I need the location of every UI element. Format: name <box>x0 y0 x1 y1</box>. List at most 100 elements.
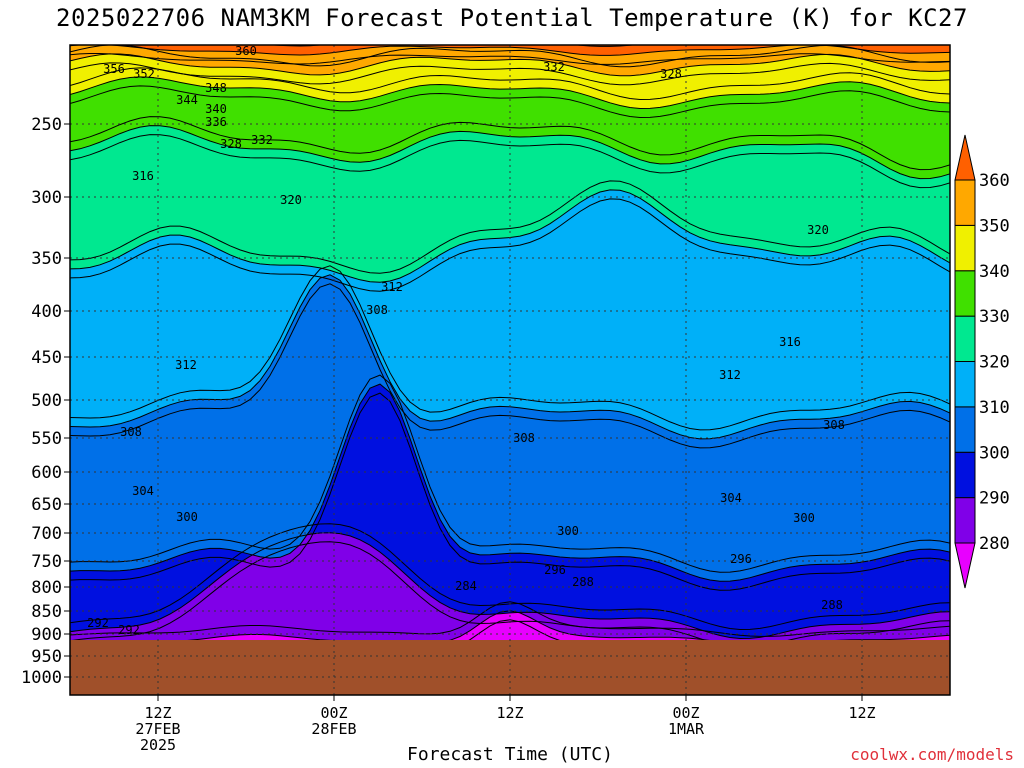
x-tick-label: 28FEB <box>311 720 356 738</box>
isentrope-line <box>70 116 950 171</box>
y-axis-ticks: 250 300 350 400 450 500 550 600 650 700 750 800 850 9… <box>21 115 70 688</box>
isentrope-line <box>70 283 950 449</box>
colorbar-tick-label: 350 <box>979 216 1010 236</box>
isentrope-line <box>70 134 950 189</box>
contour-label: 288 <box>572 575 594 589</box>
y-tick-label: 250 <box>31 115 62 135</box>
colorbar-tick-label: 290 <box>979 489 1010 509</box>
contour-label: 296 <box>730 552 752 566</box>
grid-lines <box>70 45 950 695</box>
contour-label: 304 <box>132 484 154 498</box>
y-tick-label: 450 <box>31 348 62 368</box>
colorbar-tick-label: 340 <box>979 262 1010 282</box>
contour-label: 308 <box>513 431 535 445</box>
contour-label: 336 <box>205 115 227 129</box>
contour-label: 284 <box>455 579 477 593</box>
x-tick-label: 1MAR <box>668 720 705 738</box>
isentrope-line <box>70 53 950 77</box>
isentrope-line <box>70 180 950 274</box>
isentrope-line <box>70 383 950 582</box>
contour-label: 320 <box>280 193 302 207</box>
isentrope-line <box>70 53 950 65</box>
contour-label: 332 <box>543 60 565 74</box>
colorbar-band <box>954 179 976 226</box>
contour-label: 352 <box>133 67 155 81</box>
colorbar-band <box>954 406 976 453</box>
colorbar-bottom-arrow <box>954 542 976 589</box>
colorbar-band <box>954 270 976 317</box>
colorbar: 280 290 300 310 320 330 340 350 360 <box>954 134 1010 589</box>
contour-label: 348 <box>205 81 227 95</box>
contour-label: 308 <box>120 425 142 439</box>
contour-label: 304 <box>720 491 742 505</box>
contour-label: 312 <box>381 280 403 294</box>
colorbar-tick-label: 310 <box>979 398 1010 418</box>
y-tick-label: 600 <box>31 463 62 483</box>
contour-label: 356 <box>103 62 125 76</box>
x-tick-label: 12Z <box>848 704 875 722</box>
contour-label: 360 <box>235 44 257 58</box>
contour-label: 300 <box>176 510 198 524</box>
ground-below-surface <box>70 640 950 695</box>
colorbar-top-arrow <box>954 134 976 181</box>
contour-label: 288 <box>821 598 843 612</box>
y-tick-label: 550 <box>31 429 62 449</box>
colorbar-tick-label: 330 <box>979 307 1010 327</box>
isentrope-line <box>70 532 950 640</box>
band-9 <box>70 45 950 56</box>
y-tick-label: 950 <box>31 647 62 667</box>
y-tick-label: 500 <box>31 391 62 411</box>
contour-label: 328 <box>220 137 242 151</box>
isentrope-line <box>70 45 950 56</box>
y-tick-label: 1000 <box>21 668 62 688</box>
colorbar-band <box>954 497 976 544</box>
y-tick-label: 350 <box>31 249 62 269</box>
x-tick-label: 00Z <box>672 704 699 722</box>
contour-label: 308 <box>366 303 388 317</box>
isentrope-line <box>70 62 950 86</box>
isentrope-line <box>70 85 950 119</box>
colorbar-tick-label: 360 <box>979 171 1010 191</box>
contour-label: 340 <box>205 102 227 116</box>
x-tick-label: 2025 <box>140 736 176 754</box>
contour-label: 308 <box>823 418 845 432</box>
x-tick-label: 12Z <box>144 704 171 722</box>
x-tick-label: 00Z <box>320 704 347 722</box>
colorbar-tick-label: 320 <box>979 353 1010 373</box>
colorbar-tick-label: 280 <box>979 534 1010 554</box>
x-tick-label: 12Z <box>496 704 523 722</box>
contour-label: 292 <box>118 623 140 637</box>
contour-label: 300 <box>557 524 579 538</box>
x-axis-label: Forecast Time (UTC) <box>407 744 613 765</box>
isentrope-line <box>70 67 950 101</box>
contour-label: 292 <box>87 616 109 630</box>
y-tick-label: 800 <box>31 578 62 598</box>
credit-link[interactable]: coolwx.com/models <box>850 745 1014 764</box>
colorbar-tick-label: 300 <box>979 443 1010 463</box>
isentrope-line <box>70 265 950 431</box>
x-tick-label: 27FEB <box>135 720 180 738</box>
contour-label: 344 <box>176 93 198 107</box>
contour-label: 320 <box>807 223 829 237</box>
isentrope-line <box>70 45 950 68</box>
contour-label: 316 <box>132 169 154 183</box>
contour-label: 300 <box>793 511 815 525</box>
colorbar-band <box>954 224 976 272</box>
contour-label: 312 <box>719 368 741 382</box>
y-tick-label: 700 <box>31 524 62 544</box>
y-tick-label: 300 <box>31 188 62 208</box>
contour-label: 316 <box>779 335 801 349</box>
contour-label: 328 <box>660 67 682 81</box>
contour-label: 312 <box>175 358 197 372</box>
isentrope-line <box>70 198 950 292</box>
y-tick-label: 900 <box>31 625 62 645</box>
y-tick-label: 400 <box>31 302 62 322</box>
y-tick-label: 650 <box>31 495 62 515</box>
contour-label: 296 <box>544 563 566 577</box>
y-tick-label: 850 <box>31 602 62 622</box>
colorbar-band <box>954 361 976 408</box>
chart-title: 2025022706 NAM3KM Forecast Potential Tem… <box>56 4 968 32</box>
